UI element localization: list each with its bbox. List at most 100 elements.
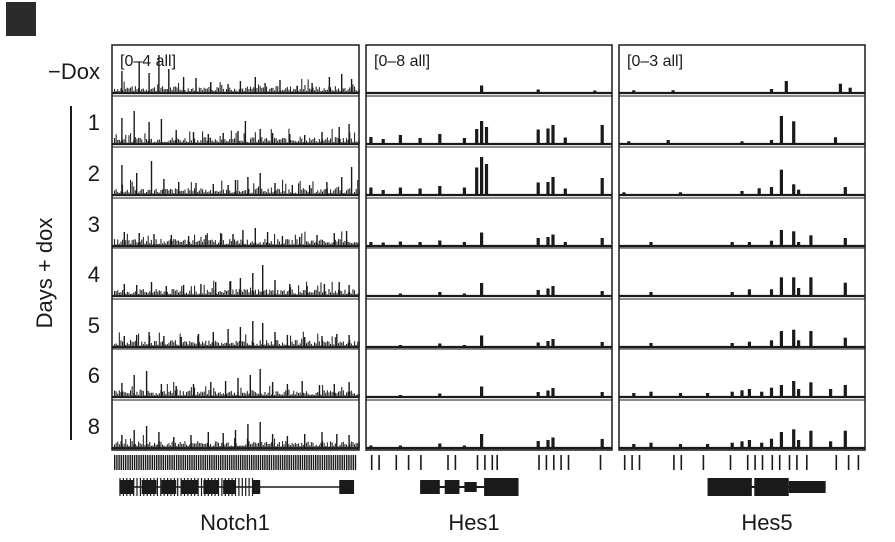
coverage-bar (293, 293, 295, 296)
coverage-bar (230, 342, 232, 347)
coverage-bar (168, 391, 170, 397)
feature-tick (378, 455, 380, 470)
coverage-peak (252, 273, 254, 296)
coverage-bar (350, 441, 352, 448)
coverage-bar (136, 89, 138, 93)
coverage-bar (189, 390, 191, 397)
coverage-peak (438, 292, 442, 296)
coverage-bar (131, 142, 133, 144)
coverage-bar (270, 341, 272, 347)
coverage-bar (232, 289, 234, 296)
coverage-bar (216, 394, 218, 397)
coverage-peak (136, 285, 138, 296)
coverage-bar (341, 386, 343, 397)
coverage-bar (230, 130, 232, 144)
coverage-bar (299, 136, 301, 144)
coverage-bar (301, 78, 303, 93)
coverage-bar (128, 445, 130, 448)
coverage-peak (797, 242, 801, 246)
gene-exon (484, 478, 519, 496)
coverage-bar (350, 293, 352, 296)
coverage-bar (355, 242, 357, 246)
coverage-peak (536, 441, 540, 448)
coverage-bar (299, 446, 301, 448)
coverage-bar (299, 89, 301, 93)
feature-tick (275, 455, 277, 470)
coverage-peak (299, 237, 301, 246)
coverage-bar (291, 443, 293, 448)
coverage-bar (318, 341, 320, 347)
coverage-bar (198, 142, 200, 144)
coverage-bar (158, 332, 160, 347)
coverage-bar (280, 244, 282, 246)
coverage-bar (331, 242, 333, 246)
coverage-bar (221, 234, 223, 246)
coverage-peak (316, 235, 318, 246)
coverage-bar (251, 390, 253, 397)
feature-tick (454, 455, 457, 470)
coverage-bar (264, 191, 266, 195)
coverage-peak (398, 293, 402, 296)
coverage-peak (671, 90, 675, 93)
coverage-bar (158, 139, 160, 144)
coverage-bar (322, 191, 324, 195)
coverage-bar (227, 442, 229, 448)
coverage-bar (306, 343, 308, 347)
coverage-peak (279, 80, 281, 93)
coverage-bar (330, 344, 332, 347)
coverage-bar (146, 292, 148, 296)
coverage-peak (200, 284, 202, 296)
coverage-peak (622, 192, 626, 195)
coverage-bar (315, 343, 317, 347)
coverage-bar (131, 386, 133, 397)
gene-exon-edge (170, 478, 172, 496)
coverage-bar (347, 342, 349, 347)
feature-tick (348, 455, 350, 470)
coverage-bar (342, 138, 344, 144)
coverage-bar (237, 292, 239, 296)
coverage-bar (227, 141, 229, 144)
coverage-peak (145, 426, 148, 448)
coverage-peak (182, 285, 185, 296)
coverage-bar (168, 293, 170, 296)
coverage-bar (347, 139, 349, 144)
coverage-bar (258, 186, 260, 195)
coverage-bar (229, 239, 231, 246)
coverage-bar (309, 394, 311, 397)
coverage-peak (398, 241, 402, 246)
feature-tick (224, 455, 226, 470)
coverage-peak (262, 323, 264, 347)
feature-tick (202, 455, 204, 470)
gene-exon-edge (200, 478, 203, 496)
coverage-peak (829, 441, 833, 448)
coverage-peak (747, 341, 751, 347)
coverage-bar (219, 392, 221, 397)
coverage-peak (123, 232, 125, 246)
coverage-peak (843, 238, 847, 246)
coverage-peak (797, 389, 801, 397)
coverage-peak (222, 133, 224, 144)
coverage-bar (310, 394, 312, 397)
coverage-peak (369, 137, 373, 144)
coverage-bar (235, 90, 237, 93)
coverage-bar (139, 241, 141, 246)
coverage-peak (600, 178, 604, 195)
coverage-bar (296, 444, 298, 448)
coverage-bar (166, 241, 168, 246)
coverage-bar (210, 344, 212, 347)
coverage-bar (354, 86, 356, 93)
gene-name: Hes1 (448, 510, 499, 535)
feature-tick (638, 455, 641, 470)
coverage-bar (275, 190, 277, 195)
coverage-bar (163, 291, 165, 296)
coverage-bar (118, 444, 120, 448)
coverage-peak (148, 73, 150, 93)
coverage-bar (299, 343, 301, 347)
coverage-bar (154, 190, 156, 195)
gene-exon (707, 478, 752, 496)
coverage-peak (271, 133, 274, 144)
coverage-bar (150, 239, 152, 246)
coverage-peak (747, 389, 751, 397)
coverage-bar (237, 180, 239, 195)
coverage-peak (136, 173, 138, 195)
